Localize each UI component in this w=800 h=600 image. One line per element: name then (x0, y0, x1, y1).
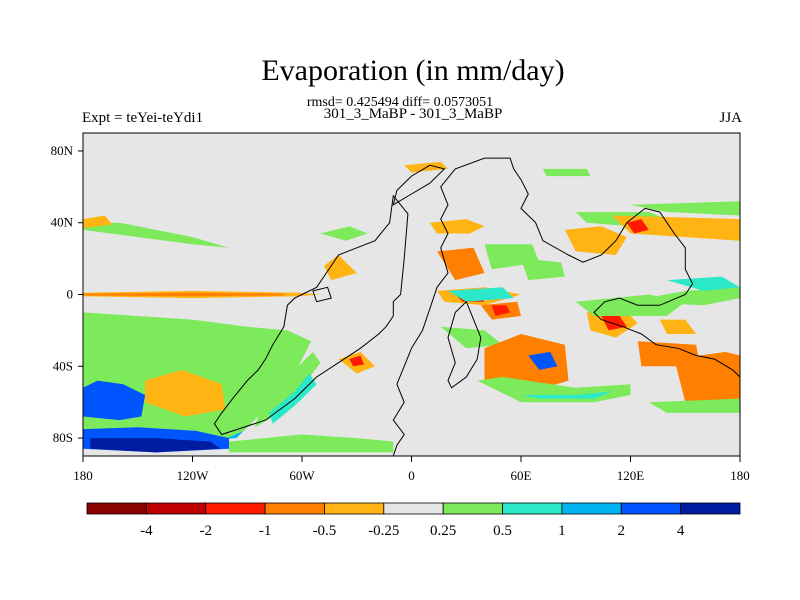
coastline-layer (213, 157, 740, 456)
colorbar-label: -0.25 (368, 523, 399, 539)
west-pacific-green (630, 201, 740, 216)
central-pacific-cyan (667, 276, 740, 291)
equatorial-indian-green (440, 326, 503, 349)
south-atlantic-patch-red (349, 355, 365, 367)
southern-indian-blue-core (528, 351, 558, 370)
south-pacific-yellow (145, 369, 226, 417)
colorbar-swatch (205, 502, 266, 515)
x-tick-label: 180 (73, 468, 93, 483)
colorbar-label: 0.25 (430, 523, 456, 539)
coast-africa-west-isthmus (447, 300, 482, 389)
y-tick-label: 80S (53, 430, 73, 445)
colorbar-label: -1 (259, 523, 272, 539)
x-tick-label: 120W (177, 468, 210, 483)
colorbar-swatch (442, 502, 503, 515)
dateline-south-orange-ring (674, 351, 740, 403)
nw-atlantic-yellow (323, 255, 357, 281)
indian-ocean-cyan (448, 287, 514, 302)
north-pacific-east-yellow (612, 215, 740, 241)
colorbar: -4 -2 -1 -0.5 -0.25 0.25 0.5 1 2 4 (86, 502, 741, 539)
colorbar-label: 1 (558, 523, 566, 539)
colorbar-label: -0.5 (313, 523, 337, 539)
coast-americas (213, 194, 409, 436)
colorbar-swatch (383, 502, 444, 515)
coast-pacific-island (312, 286, 332, 303)
colorbar-swatch (324, 502, 385, 515)
x-tick-label: 0 (408, 468, 415, 483)
colorbar-swatch (264, 502, 325, 515)
arctic-green-east (542, 168, 591, 177)
south-pacific-navy-band (90, 438, 220, 453)
rmsd-diff-stats: rmsd= 0.425494 diff= 0.0573051 (306, 95, 494, 110)
season-label: JJA (719, 110, 742, 126)
colorbar-label: 2 (618, 523, 626, 539)
mideast-orange (437, 247, 485, 281)
map-title: Evaporation (in mm/day) (261, 54, 565, 87)
east-indian-red (601, 316, 627, 331)
southern-dateline-green (648, 398, 740, 413)
southern-ocean-green-south (229, 434, 394, 453)
equatorial-pacific-orange (83, 292, 284, 297)
colorbar-swatch (502, 502, 563, 515)
y-tick-label: 40N (51, 215, 74, 230)
colorbar-label: 4 (677, 523, 685, 539)
x-tick-label: 120E (617, 468, 645, 483)
y-tick-label: 40S (53, 358, 73, 373)
maritime-yellow (659, 319, 697, 334)
india-green (521, 258, 565, 281)
coast-afro-eurasia (392, 157, 740, 456)
experiment-subtitle: 301_3_MaBP - 301_3_MaBP (323, 106, 503, 122)
colorbar-label: 0.5 (493, 523, 512, 539)
x-tick-label: 60W (289, 468, 315, 483)
colorbar-swatch (680, 502, 741, 515)
atlantic-cyan-strip (269, 373, 317, 424)
colorbar-swatch (145, 502, 207, 515)
colorbar-label: -2 (199, 523, 212, 539)
y-tick-label: 0 (67, 287, 74, 302)
experiment-label: Expt = teYei-teYdi1 (82, 110, 204, 126)
colorbar-swatch (620, 502, 682, 515)
atlantic-coast-green (254, 351, 321, 428)
north-pacific-green (83, 222, 229, 248)
north-atlantic-green (320, 226, 368, 241)
y-tick-label: 80N (51, 143, 74, 158)
west-pacific-red (626, 219, 649, 234)
x-tick-label: 180 (730, 468, 750, 483)
indian-ocean-red (491, 305, 511, 316)
coast-greenland (392, 164, 446, 206)
anomaly-field-layer (83, 161, 740, 453)
x-tick-label: 60E (511, 468, 532, 483)
south-pacific-blue-core (83, 380, 146, 421)
europe-yellow (429, 219, 485, 234)
east-asia-yellow (564, 226, 627, 255)
north-pacific-yellow (83, 215, 113, 229)
axis-ticks: 180 120W 60W 0 60E 120E 180 80N 40N 0 40S 80S (51, 143, 750, 483)
colorbar-swatch (561, 502, 622, 515)
colorbar-label: -4 (140, 523, 153, 539)
west-pacific-equator-green (626, 287, 740, 306)
colorbar-swatch (86, 502, 147, 515)
southern-ocean-cyan-mid (521, 391, 613, 399)
